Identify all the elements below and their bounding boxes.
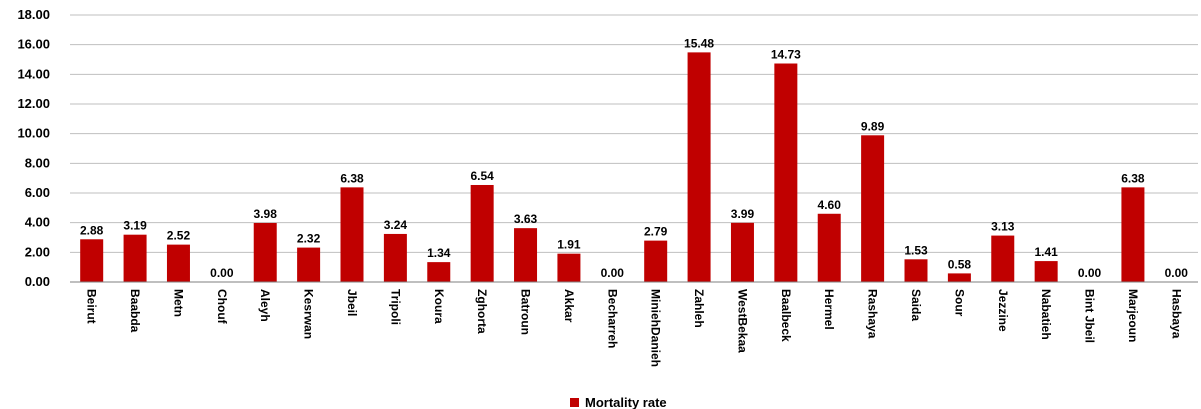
category-label: Chouf bbox=[215, 289, 229, 325]
data-label: 0.00 bbox=[1165, 266, 1189, 280]
category-label: Batroun bbox=[519, 289, 533, 335]
y-tick-label: 10.00 bbox=[17, 126, 50, 141]
y-tick-label: 14.00 bbox=[17, 66, 50, 81]
y-axis-ticks: 0.00 2.00 4.00 6.00 8.00 10.00 12.00 14.00 16.00… bbox=[17, 7, 50, 289]
category-label: Zghorta bbox=[475, 289, 489, 334]
category-label: MiniehDanieh bbox=[649, 289, 663, 367]
bar bbox=[947, 273, 971, 282]
bar bbox=[774, 63, 798, 282]
data-label: 14.73 bbox=[771, 48, 801, 62]
category-label: Koura bbox=[432, 289, 446, 324]
data-label: 0.00 bbox=[210, 266, 234, 280]
data-label: 0.00 bbox=[601, 266, 625, 280]
category-label: Metn bbox=[171, 289, 185, 317]
bar bbox=[644, 240, 668, 282]
category-label: Aleyh bbox=[258, 289, 272, 322]
category-label: Marjeoun bbox=[1126, 289, 1140, 342]
category-label: Nabatieh bbox=[1039, 289, 1053, 340]
category-label: Tripoli bbox=[388, 289, 402, 325]
bar bbox=[730, 222, 754, 282]
y-tick-label: 8.00 bbox=[25, 155, 50, 170]
data-label: 0.00 bbox=[1078, 266, 1102, 280]
data-label: 1.91 bbox=[557, 238, 581, 252]
data-label: 1.53 bbox=[904, 243, 928, 257]
category-label: Jbeil bbox=[345, 289, 359, 316]
data-labels: 2.88 3.19 2.52 0.00 3.98 2.32 6.38 3.24 1.34 6.54… bbox=[80, 36, 1188, 280]
legend-label: Mortality rate bbox=[585, 395, 667, 409]
bar bbox=[687, 52, 711, 282]
data-label: 6.54 bbox=[470, 169, 494, 183]
bar bbox=[1121, 187, 1145, 282]
y-tick-label: 12.00 bbox=[17, 96, 50, 111]
data-label: 0.58 bbox=[948, 257, 972, 271]
category-label: Rashaya bbox=[866, 289, 880, 339]
data-label: 3.13 bbox=[991, 220, 1015, 234]
category-label: Hermel bbox=[822, 289, 836, 330]
data-label: 2.88 bbox=[80, 223, 104, 237]
category-label: Akkar bbox=[562, 289, 576, 323]
bar bbox=[991, 235, 1015, 282]
bar bbox=[297, 247, 321, 282]
data-label: 4.60 bbox=[818, 198, 842, 212]
x-axis-labels: Beirut Baabda Metn Chouf Aleyh Kesrwan Jbeil Tr… bbox=[85, 289, 1184, 367]
category-label: Baalbeck bbox=[779, 289, 793, 342]
legend-swatch bbox=[570, 398, 579, 407]
data-label: 1.41 bbox=[1034, 245, 1058, 259]
bar bbox=[166, 244, 190, 282]
data-label: 3.19 bbox=[123, 219, 147, 233]
data-label: 9.89 bbox=[861, 119, 885, 133]
bar bbox=[123, 234, 147, 282]
data-label: 6.38 bbox=[1121, 171, 1145, 185]
y-tick-label: 4.00 bbox=[25, 215, 50, 230]
data-label: 2.52 bbox=[167, 229, 191, 243]
data-label: 3.63 bbox=[514, 212, 538, 226]
category-label: Sour bbox=[952, 289, 966, 317]
category-label: Zahleh bbox=[692, 289, 706, 328]
y-tick-label: 18.00 bbox=[17, 7, 50, 22]
bar bbox=[427, 262, 451, 282]
bar bbox=[253, 222, 277, 282]
y-tick-label: 2.00 bbox=[25, 244, 50, 259]
gridlines bbox=[70, 14, 1198, 253]
data-label: 6.38 bbox=[340, 171, 364, 185]
category-label: Becharreh bbox=[605, 289, 619, 348]
category-label: Bint Jbeil bbox=[1083, 289, 1097, 343]
category-label: Jezzine bbox=[996, 289, 1010, 332]
y-tick-label: 0.00 bbox=[25, 274, 50, 289]
category-label: Hasbaya bbox=[1169, 289, 1183, 339]
bars bbox=[80, 52, 1145, 282]
category-label: WestBekaa bbox=[735, 289, 749, 353]
bar bbox=[514, 228, 538, 282]
bar bbox=[861, 135, 885, 282]
data-label: 3.99 bbox=[731, 207, 755, 221]
bar bbox=[817, 213, 841, 282]
category-label: Kesrwan bbox=[302, 289, 316, 339]
category-label: Baabda bbox=[128, 289, 142, 333]
bar bbox=[80, 239, 104, 282]
data-label: 15.48 bbox=[684, 36, 714, 50]
data-label: 2.79 bbox=[644, 225, 668, 239]
data-label: 3.24 bbox=[384, 218, 408, 232]
data-label: 3.98 bbox=[254, 207, 278, 221]
bar bbox=[904, 259, 928, 282]
data-label: 2.32 bbox=[297, 232, 321, 246]
bar bbox=[1034, 261, 1058, 282]
legend: Mortality rate bbox=[570, 395, 667, 409]
bar bbox=[470, 184, 494, 282]
category-label: Beirut bbox=[85, 289, 99, 324]
bar bbox=[557, 253, 581, 282]
bar bbox=[340, 187, 364, 282]
category-label: Saida bbox=[909, 289, 923, 321]
data-label: 1.34 bbox=[427, 246, 451, 260]
y-tick-label: 16.00 bbox=[17, 37, 50, 52]
y-tick-label: 6.00 bbox=[25, 185, 50, 200]
bar bbox=[383, 233, 407, 282]
